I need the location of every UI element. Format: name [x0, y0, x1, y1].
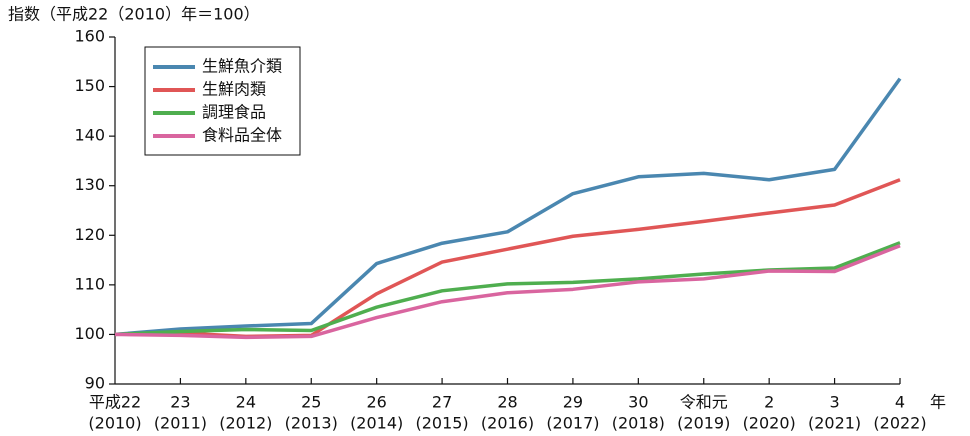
- y-tick-label: 140: [74, 126, 105, 145]
- y-tick-label: 120: [74, 225, 105, 244]
- x-axis-label: 年: [930, 393, 946, 412]
- x-tick-label: 令和元: [680, 393, 728, 412]
- x-tick-label: 23: [170, 393, 190, 412]
- x-tick-year: (2020): [743, 414, 796, 433]
- y-tick-label: 100: [74, 324, 105, 343]
- x-tick-year: (2011): [154, 414, 207, 433]
- legend-label: 食料品全体: [202, 126, 282, 145]
- x-tick-year: (2017): [546, 414, 599, 433]
- series-line: [114, 77, 902, 337]
- x-tick-year: (2019): [677, 414, 730, 433]
- x-tick-year: (2014): [350, 414, 403, 433]
- y-axis-label: 指数（平成22（2010）年＝100）: [8, 5, 260, 24]
- x-tick-label: 24: [236, 393, 256, 412]
- legend-label: 調理食品: [202, 103, 266, 122]
- x-tick-label: 平成22: [89, 393, 141, 412]
- x-tick-year: (2013): [285, 414, 338, 433]
- x-tick-label: 25: [301, 393, 321, 412]
- x-tick-label: 2: [764, 393, 774, 412]
- y-tick-label: 110: [74, 274, 105, 293]
- y-tick-label: 130: [74, 175, 105, 194]
- x-tick-year: (2016): [481, 414, 534, 433]
- y-tick-label: 90: [85, 374, 105, 393]
- x-tick-year: (2018): [612, 414, 665, 433]
- x-tick-label: 27: [432, 393, 452, 412]
- y-tick-label: 150: [74, 76, 105, 95]
- legend-label: 生鮮肉類: [202, 80, 266, 99]
- x-tick-label: 29: [563, 393, 583, 412]
- series-line: [114, 178, 901, 339]
- x-tick-year: (2010): [88, 414, 141, 433]
- x-tick-year: (2012): [219, 414, 272, 433]
- legend-label: 生鮮魚介類: [202, 57, 282, 76]
- x-tick-label: 28: [497, 393, 517, 412]
- x-tick-label: 26: [366, 393, 386, 412]
- x-tick-year: (2015): [415, 414, 468, 433]
- x-tick-year: (2021): [808, 414, 861, 433]
- series-line: [114, 241, 901, 337]
- x-tick-label: 4: [895, 393, 905, 412]
- series-line: [114, 244, 901, 340]
- y-tick-label: 160: [74, 27, 105, 46]
- x-tick-year: (2022): [873, 414, 926, 433]
- x-tick-label: 3: [829, 393, 839, 412]
- x-tick-label: 30: [628, 393, 648, 412]
